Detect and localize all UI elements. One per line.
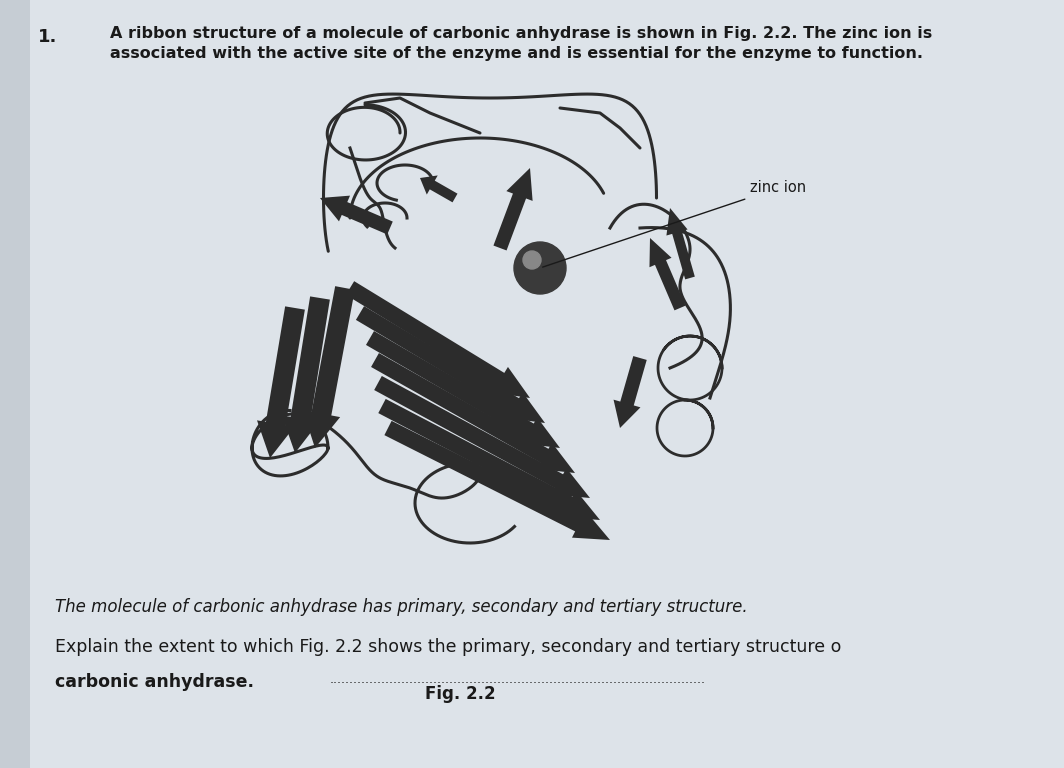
Text: 1.: 1.: [38, 28, 57, 46]
Polygon shape: [346, 281, 530, 398]
Polygon shape: [375, 376, 591, 498]
Polygon shape: [371, 353, 575, 473]
Text: Explain the extent to which Fig. 2.2 shows the primary, secondary and tertiary s: Explain the extent to which Fig. 2.2 sho…: [55, 638, 842, 656]
Polygon shape: [320, 196, 393, 234]
Polygon shape: [614, 356, 647, 428]
Polygon shape: [494, 168, 533, 250]
Text: The molecule of carbonic anhydrase has primary, secondary and tertiary structure: The molecule of carbonic anhydrase has p…: [55, 598, 748, 616]
Circle shape: [514, 242, 566, 294]
Text: Fig. 2.2: Fig. 2.2: [425, 685, 496, 703]
Polygon shape: [420, 175, 458, 202]
Polygon shape: [666, 208, 695, 280]
Polygon shape: [366, 331, 560, 448]
Text: carbonic anhydrase.: carbonic anhydrase.: [55, 673, 254, 691]
Polygon shape: [356, 306, 545, 423]
Polygon shape: [379, 399, 600, 520]
Polygon shape: [282, 296, 330, 453]
Polygon shape: [649, 238, 685, 310]
Text: ................................................................................: ........................................…: [330, 673, 706, 686]
Bar: [0, 0, 30, 768]
Text: associated with the active site of the enzyme and is essential for the enzyme to: associated with the active site of the e…: [110, 46, 922, 61]
Text: zinc ion: zinc ion: [543, 180, 807, 267]
Polygon shape: [303, 286, 354, 448]
Circle shape: [523, 251, 541, 269]
Text: A ribbon structure of a molecule of carbonic anhydrase is shown in Fig. 2.2. The: A ribbon structure of a molecule of carb…: [110, 26, 932, 41]
Polygon shape: [384, 421, 610, 540]
Polygon shape: [257, 306, 305, 458]
